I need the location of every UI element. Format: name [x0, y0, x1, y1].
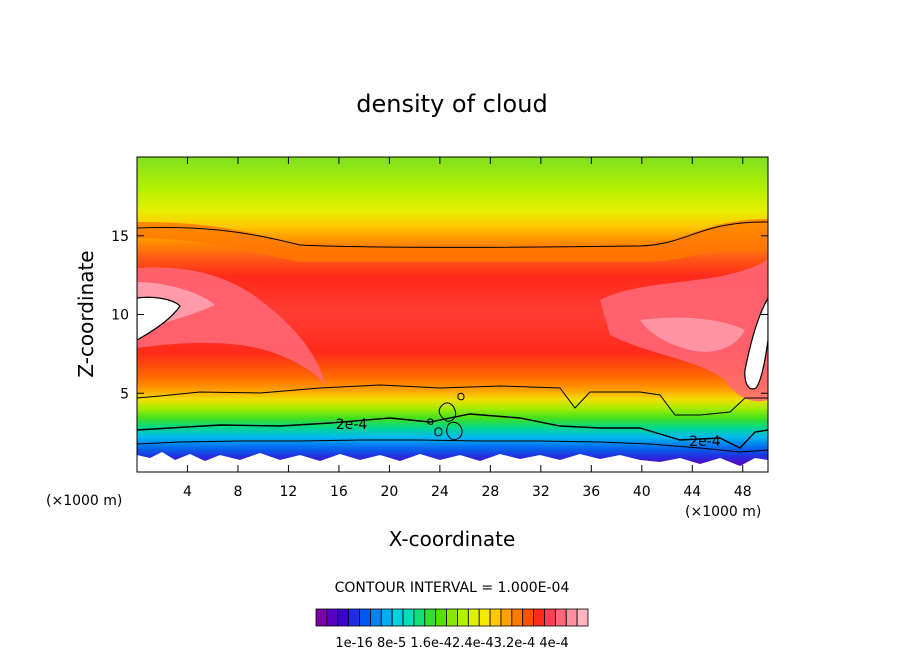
contour-labels: 2e-4 2e-4: [336, 417, 721, 450]
x-unit-left: (×1000 m): [46, 493, 122, 509]
color-bar-swatch: [467, 608, 480, 627]
x-unit-right: (×1000 m): [685, 504, 761, 520]
color-bar-labels: 1e-16 8e-5 1.6e-42.4e-43.2e-4 4e-4: [335, 636, 568, 651]
color-bar-swatch: [522, 608, 534, 627]
bottom-purple-edge: [137, 452, 768, 472]
contour-line-2e-4: [137, 413, 768, 449]
color-bar-swatch: [533, 608, 545, 627]
left-empty-region: [137, 296, 181, 341]
color-bar-swatch: [369, 608, 382, 627]
x-tick-label: 4: [183, 484, 192, 500]
color-bar-swatch: [424, 608, 437, 627]
x-axis: 4 8 12 16 20 24 28 32 36 40 44 48: [183, 157, 752, 500]
y-axis: 5 10 15: [111, 229, 768, 402]
x-tick-label: 24: [431, 484, 449, 500]
color-bar-swatch: [315, 608, 328, 627]
x-tick-label: 44: [683, 484, 701, 500]
x-tick-label: 48: [734, 484, 752, 500]
x-axis-title: X-coordinate: [389, 527, 516, 551]
color-bar-swatch: [402, 608, 415, 627]
right-light-pink-lobe: [640, 317, 745, 352]
color-bar-swatch: [489, 608, 502, 627]
color-bar-swatch: [413, 608, 426, 627]
color-bar-swatch: [576, 608, 589, 627]
x-tick-label: 40: [633, 484, 651, 500]
color-bar-swatch: [511, 608, 524, 627]
y-axis-title: Z-coordinate: [74, 250, 98, 377]
contour-line-lower: [137, 439, 768, 453]
y-tick-label: 15: [111, 229, 129, 245]
color-bar-swatch: [337, 608, 350, 627]
right-empty-region: [744, 296, 768, 390]
x-tick-label: 32: [532, 484, 550, 500]
color-bar-swatch: [565, 608, 578, 627]
contour-label: 2e-4: [336, 417, 368, 433]
chart-title: density of cloud: [356, 90, 547, 118]
upper-orange-band: [137, 219, 768, 262]
x-tick-label: 20: [380, 484, 398, 500]
color-bar-swatch: [391, 608, 404, 627]
color-bar-swatch: [457, 608, 469, 627]
color-bar-swatch: [478, 608, 491, 627]
x-tick-label: 28: [481, 484, 499, 500]
color-bar-swatch: [435, 608, 447, 627]
contour-label: 2e-4: [689, 434, 721, 450]
color-bar-swatch: [500, 608, 513, 627]
color-bar-swatch: [554, 608, 567, 627]
x-tick-label: 36: [582, 484, 600, 500]
y-tick-label: 5: [120, 386, 129, 402]
color-bar-swatch: [446, 608, 458, 627]
x-tick-label: 16: [330, 484, 348, 500]
contour-line-top: [137, 221, 768, 248]
contour-line-middle: [137, 384, 768, 416]
contour-interval: CONTOUR INTERVAL = 1.000E-04: [335, 580, 570, 596]
color-bar-swatch: [348, 608, 360, 627]
color-bar-swatch: [544, 608, 556, 627]
y-tick-label: 10: [111, 308, 129, 324]
x-tick-label: 12: [280, 484, 298, 500]
turbulent-center-contours: [427, 392, 465, 441]
x-tick-label: 8: [233, 484, 242, 500]
color-bar: [315, 608, 589, 627]
field-plot: [137, 157, 768, 472]
color-bar-swatch: [380, 608, 393, 627]
color-bar-swatch: [326, 608, 339, 627]
color-bar-swatch: [359, 608, 371, 627]
